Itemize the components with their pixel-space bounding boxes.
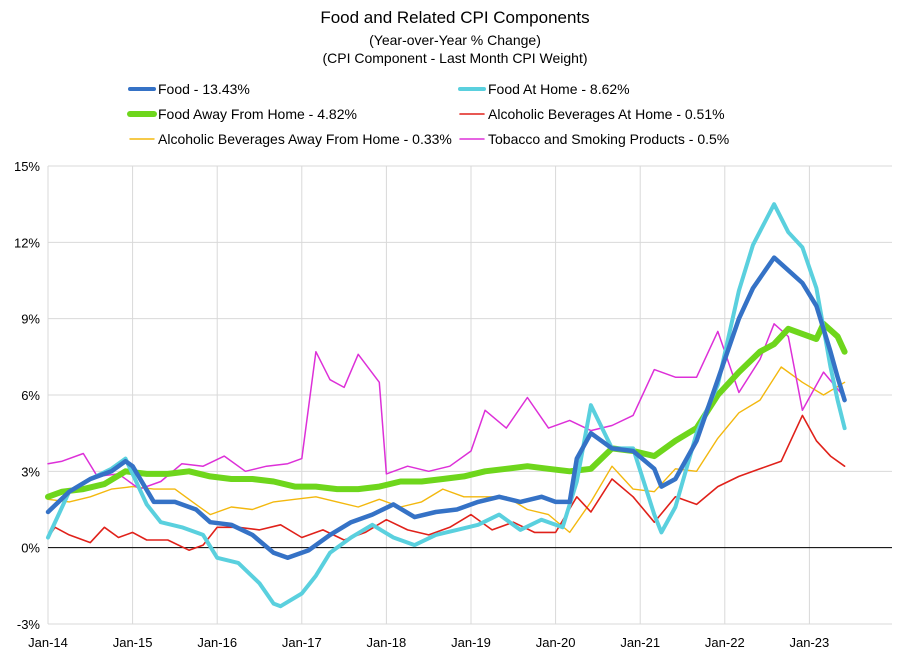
series-line-3 (47, 414, 846, 552)
chart-title: Food and Related CPI Components (320, 8, 590, 27)
y-tick-label: 0% (21, 541, 40, 556)
legend-label-1: Food At Home - 8.62% (488, 81, 630, 97)
series-line-0 (45, 255, 847, 561)
x-tick-label: Jan-23 (790, 635, 830, 650)
x-tick-label: Jan-17 (282, 635, 322, 650)
y-tick-label: 15% (14, 159, 40, 174)
chart-subtitle-2: (CPI Component - Last Month CPI Weight) (322, 50, 588, 66)
series-line-4 (47, 366, 846, 534)
legend-label-4: Alcoholic Beverages Away From Home - 0.3… (158, 131, 452, 147)
y-tick-label: 3% (21, 464, 40, 479)
y-tick-label: 6% (21, 388, 40, 403)
y-tick-label: 12% (14, 235, 40, 250)
legend-label-2: Food Away From Home - 4.82% (158, 106, 357, 122)
y-tick-label: -3% (17, 617, 41, 632)
x-tick-label: Jan-18 (367, 635, 407, 650)
legend-label-0: Food - 13.43% (158, 81, 250, 97)
x-tick-label: Jan-16 (197, 635, 237, 650)
x-tick-label: Jan-14 (28, 635, 68, 650)
x-tick-label: Jan-15 (113, 635, 153, 650)
series-line-5 (47, 323, 846, 490)
x-tick-label: Jan-19 (451, 635, 491, 650)
x-tick-label: Jan-22 (705, 635, 745, 650)
legend-label-5: Tobacco and Smoking Products - 0.5% (488, 131, 729, 147)
x-tick-label: Jan-20 (536, 635, 576, 650)
series-line-2 (45, 320, 848, 500)
chart-subtitle-1: (Year-over-Year % Change) (369, 32, 541, 48)
series-line-1 (46, 202, 847, 609)
y-tick-label: 9% (21, 312, 40, 327)
legend-label-3: Alcoholic Beverages At Home - 0.51% (488, 106, 725, 122)
x-tick-label: Jan-21 (620, 635, 660, 650)
